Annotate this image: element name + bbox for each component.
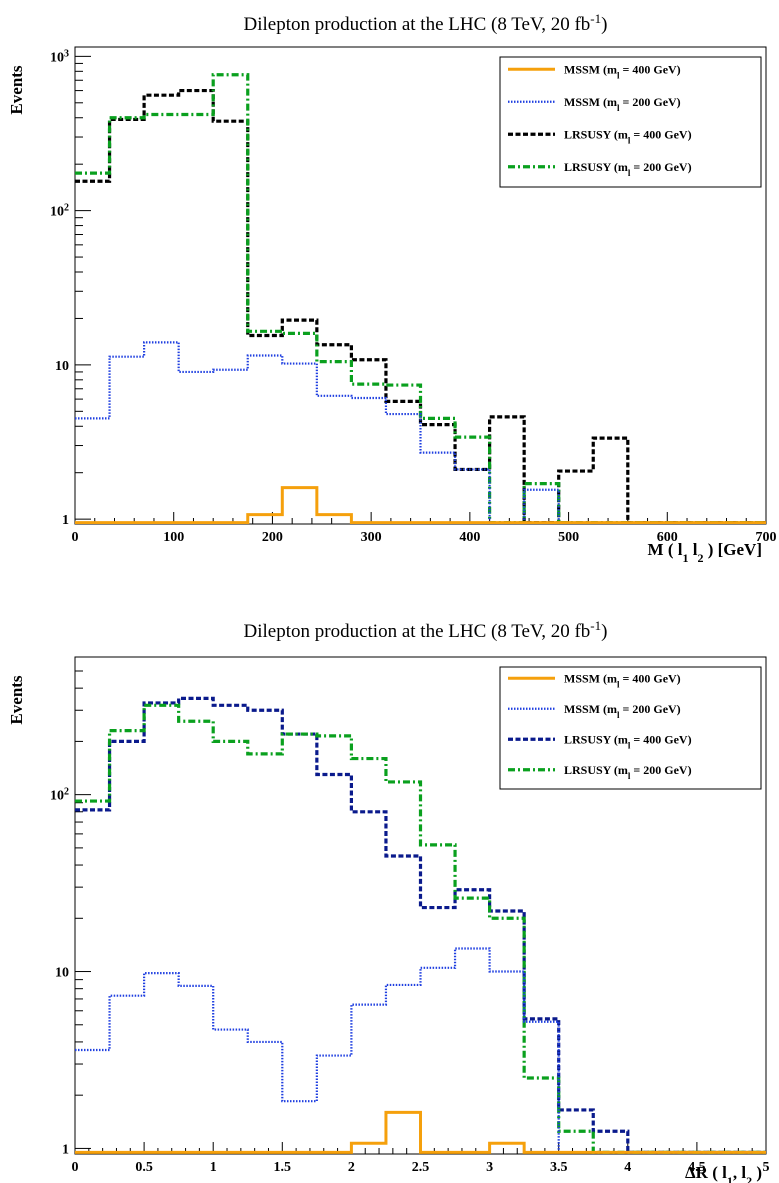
series-line-lrsusy-200-gev- bbox=[75, 703, 766, 1154]
y-axis-title: Events bbox=[7, 675, 26, 725]
y-tick-label: 10 bbox=[55, 359, 69, 374]
x-tick-label: 3 bbox=[486, 1160, 493, 1175]
legend-label: MSSM (ml = 200 GeV) bbox=[564, 95, 681, 113]
x-tick-label: 1 bbox=[210, 1160, 217, 1175]
y-axis-title: Events bbox=[7, 65, 26, 115]
chart-panel-2: Dilepton production at the LHC (8 TeV, 2… bbox=[7, 618, 770, 1183]
legend: MSSM (ml = 400 GeV) MSSM (ml = 200 GeV) LR… bbox=[499, 666, 762, 790]
y-tick-label: 102 bbox=[50, 786, 69, 804]
x-tick-label: 400 bbox=[459, 530, 480, 545]
x-axis-title: M ( l1 l2 ) [GeV] bbox=[648, 540, 762, 565]
y-tick-label: 10 bbox=[55, 966, 69, 981]
chart-title: Dilepton production at the LHC (8 TeV, 2… bbox=[244, 11, 608, 36]
x-tick-label: 0.5 bbox=[135, 1160, 153, 1175]
y-tick-label: 103 bbox=[50, 48, 69, 65]
x-tick-label: 100 bbox=[163, 530, 184, 545]
legend-label: MSSM (ml = 400 GeV) bbox=[564, 62, 681, 80]
x-tick-label: 4 bbox=[624, 1160, 631, 1175]
x-tick-label: 3.5 bbox=[550, 1160, 568, 1175]
series-group bbox=[75, 696, 766, 1154]
series-line-mssm-200-gev- bbox=[75, 341, 766, 524]
legend-label: LRSUSY (ml = 400 GeV) bbox=[564, 732, 692, 750]
x-tick-label: 2 bbox=[348, 1160, 355, 1175]
x-tick-label: 2.5 bbox=[412, 1160, 430, 1175]
x-tick-label: 700 bbox=[756, 530, 777, 545]
legend-label: MSSM (ml = 400 GeV) bbox=[564, 671, 681, 689]
x-tick-label: 1.5 bbox=[274, 1160, 292, 1175]
x-tick-label: 0 bbox=[72, 1160, 79, 1175]
x-tick-label: 200 bbox=[262, 530, 283, 545]
legend-label: LRSUSY (ml = 200 GeV) bbox=[564, 763, 692, 781]
x-tick-label: 600 bbox=[657, 530, 678, 545]
x-tick-label: 4.5 bbox=[688, 1160, 706, 1175]
x-tick-label: 5 bbox=[763, 1160, 770, 1175]
legend-label: MSSM (ml = 200 GeV) bbox=[564, 702, 681, 720]
legend-label: LRSUSY (ml = 200 GeV) bbox=[564, 160, 692, 178]
series-line-lrsusy-400-gev- bbox=[75, 696, 766, 1154]
x-tick-label: 0 bbox=[72, 530, 79, 545]
series-line-lrsusy-400-gev- bbox=[75, 88, 766, 524]
x-tick-label: 300 bbox=[361, 530, 382, 545]
series-line-mssm-400-gev- bbox=[75, 1110, 766, 1154]
chart-title: Dilepton production at the LHC (8 TeV, 2… bbox=[244, 618, 608, 643]
series-line-mssm-400-gev- bbox=[75, 486, 766, 524]
legend-label: LRSUSY (ml = 400 GeV) bbox=[564, 127, 692, 145]
legend: MSSM (ml = 400 GeV) MSSM (ml = 200 GeV) LR… bbox=[499, 56, 762, 188]
y-tick-label: 1 bbox=[62, 513, 69, 528]
chart-panel-1: Dilepton production at the LHC (8 TeV, 2… bbox=[7, 11, 777, 566]
series-group bbox=[75, 73, 766, 524]
x-tick-label: 500 bbox=[558, 530, 579, 545]
y-tick-label: 102 bbox=[50, 202, 69, 220]
y-tick-label: 1 bbox=[62, 1142, 69, 1157]
x-axis-title: ΔR ( l1, l2 ) bbox=[685, 1163, 762, 1183]
